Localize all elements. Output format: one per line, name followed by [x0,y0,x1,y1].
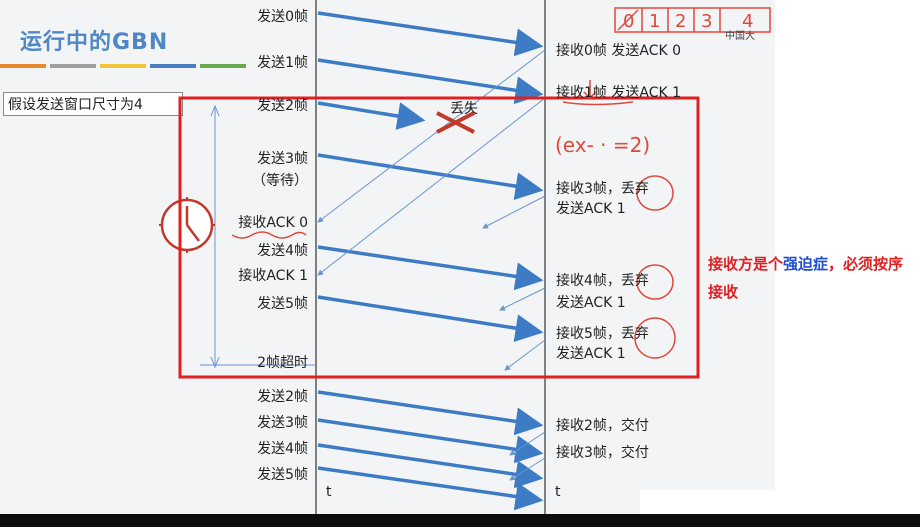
title-stripe-green [200,64,246,68]
resend-frame5-arrow [317,466,544,511]
frame4-arrow [317,245,544,291]
note-part1: 接收方是个 [708,255,784,273]
hw-seq-2: 2 [675,11,686,32]
recv3-discard-label: 接收3帧，丢弃 [556,181,649,197]
resend-frame3-arrow [317,418,544,464]
title-stripe-yellow [100,64,146,68]
ack1-dup-arrow-1 [482,195,546,229]
sender-t-label: t [326,484,332,500]
slide: 运行中的GBN 假设发送窗口尺寸为4 [0,0,775,527]
recv0-label: 接收0帧 发送ACK 0 [556,43,682,59]
recv3-deliver-label: 接收3帧，交付 [556,445,649,461]
recv1-label: 接收1帧 发送ACK 1 [556,85,682,101]
send1-label: 发送1帧 [257,55,308,71]
recv4-ack-label: 发送ACK 1 [556,295,626,311]
frame5-arrow [317,295,544,343]
recv-ack1-label: 接收ACK 1 [238,268,308,284]
wait-label: （等待） [252,173,308,189]
frame2-arrow-lost [317,101,426,130]
timeout-bracket-top [210,104,220,117]
send0-label: 发送0帧 [257,9,308,25]
send4-label: 发送4帧 [257,243,308,259]
resend3-label: 发送3帧 [257,415,308,431]
timeout-bracket-bottom [210,356,220,369]
resend-frame4-arrow [317,443,544,489]
recv5-ack-label: 发送ACK 1 [556,346,626,362]
hw-seq-4: 4 [742,11,753,32]
slide-title: 运行中的GBN [20,30,169,55]
resend-frame2-arrow [317,390,544,436]
note-part3: ，必须按序接收 [708,255,904,301]
recv4-discard-label: 接收4帧，丢弃 [556,273,649,289]
hw-seq-3: 3 [701,11,712,32]
send2-label: 发送2帧 [257,98,308,114]
receiver-note: 接收方是个强迫症，必须按序接收 [708,250,913,306]
ack3-arrow [509,457,546,481]
resend2-label: 发送2帧 [257,389,308,405]
recv2-deliver-label: 接收2帧，交付 [556,418,649,434]
frame3-arrow [317,153,544,201]
window-size-assumption: 假设发送窗口尺寸为4 [3,92,183,116]
lost-cross-icon [436,111,475,134]
recv-ack0-label: 接收ACK 0 [238,215,308,231]
resend4-label: 发送4帧 [257,441,308,457]
title-stripe-gray [50,64,96,68]
frame-arrows [317,11,544,511]
hw-seq-1: 1 [649,11,660,32]
recv3-ack-label: 发送ACK 1 [556,201,626,217]
frame0-arrow [317,11,544,57]
ack-arrows [317,49,546,481]
send3-label: 发送3帧 [257,151,308,167]
timeout-label: 2帧超时 [257,355,308,371]
title-stripe-orange [0,64,46,68]
hw-seq-0: 0 [623,11,634,32]
recv5-discard-label: 接收5帧，丢弃 [556,326,649,342]
send5-label: 发送5帧 [257,296,308,312]
ack1-arrow [317,97,546,276]
frame1-arrow [317,58,544,105]
title-stripe-blue [150,64,196,68]
ack2-arrow [509,431,546,456]
hw-expect: (ex- · =2) [555,133,650,157]
white-patch [640,490,920,514]
lost-label: 丢失 [450,101,478,117]
ack1-dup-arrow-2 [499,287,546,311]
ack1-dup-arrow-3 [504,339,546,371]
receiver-t-label: t [555,484,561,500]
handwriting-marks [231,7,771,359]
highlight-box [178,96,700,379]
ack0-arrow [317,49,546,223]
resend5-label: 发送5帧 [257,467,308,483]
clock-icon [159,197,215,253]
note-part2: 强迫症 [783,255,829,273]
timeline-diagram: 0 1 2 3 4 (ex- · =2) [159,0,771,514]
bottom-bar [0,514,920,527]
logo-text: 中国大 [725,31,755,42]
